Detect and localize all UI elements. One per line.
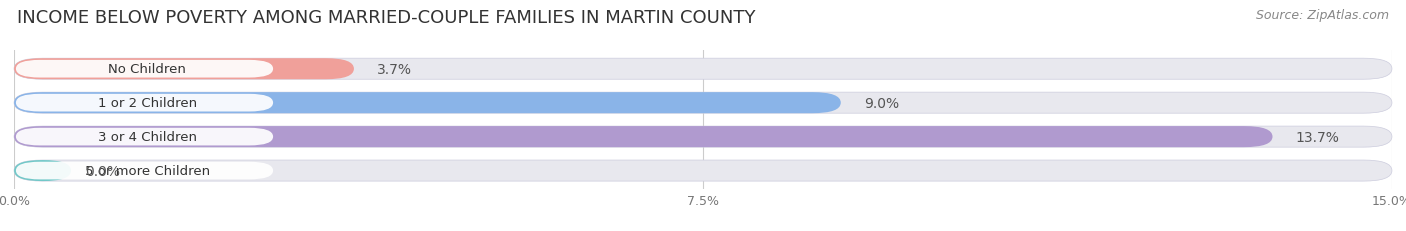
Text: No Children: No Children: [108, 63, 186, 76]
FancyBboxPatch shape: [14, 127, 1272, 148]
FancyBboxPatch shape: [15, 128, 273, 146]
Text: 1 or 2 Children: 1 or 2 Children: [97, 97, 197, 110]
FancyBboxPatch shape: [15, 94, 273, 112]
FancyBboxPatch shape: [14, 59, 1392, 80]
Text: 5 or more Children: 5 or more Children: [84, 164, 209, 177]
Text: 3.7%: 3.7%: [377, 62, 412, 76]
FancyBboxPatch shape: [15, 162, 273, 180]
Text: 0.0%: 0.0%: [84, 164, 120, 178]
FancyBboxPatch shape: [14, 160, 1392, 181]
FancyBboxPatch shape: [14, 93, 1392, 114]
Text: INCOME BELOW POVERTY AMONG MARRIED-COUPLE FAMILIES IN MARTIN COUNTY: INCOME BELOW POVERTY AMONG MARRIED-COUPL…: [17, 9, 755, 27]
FancyBboxPatch shape: [14, 59, 354, 80]
Text: 3 or 4 Children: 3 or 4 Children: [98, 131, 197, 143]
Text: 9.0%: 9.0%: [863, 96, 898, 110]
FancyBboxPatch shape: [14, 127, 1392, 148]
Text: Source: ZipAtlas.com: Source: ZipAtlas.com: [1256, 9, 1389, 22]
FancyBboxPatch shape: [15, 61, 273, 78]
Text: 13.7%: 13.7%: [1295, 130, 1340, 144]
FancyBboxPatch shape: [14, 160, 72, 181]
FancyBboxPatch shape: [14, 93, 841, 114]
